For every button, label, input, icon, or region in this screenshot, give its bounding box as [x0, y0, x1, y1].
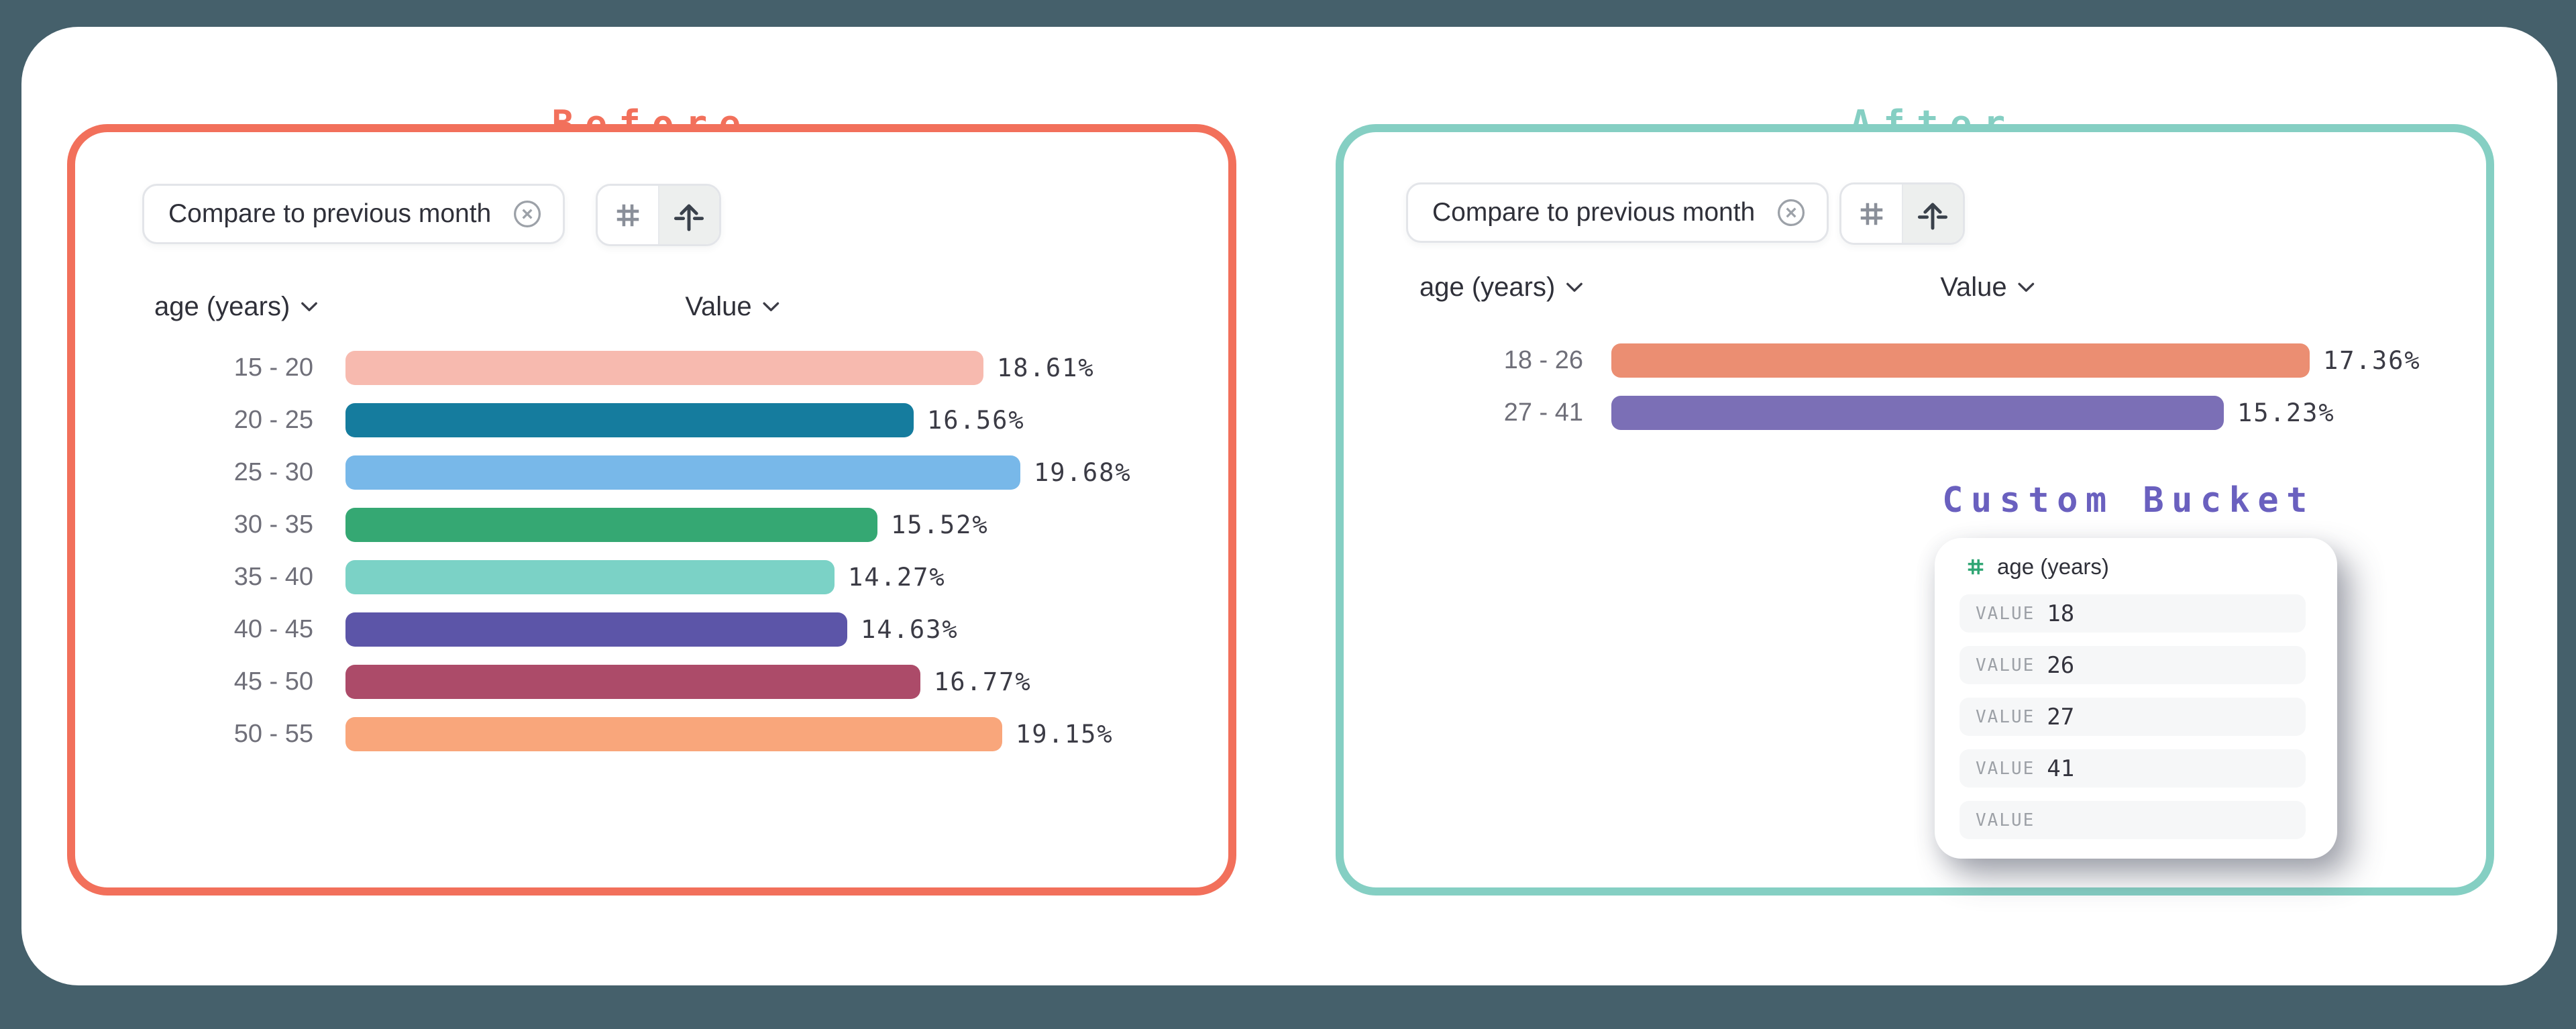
- numeric-bucket-button[interactable]: [1841, 184, 1902, 243]
- bar[interactable]: [1611, 395, 2224, 430]
- chevron-down-icon: [763, 302, 780, 312]
- value-column-label: Value: [685, 292, 752, 321]
- bar-row: 15 - 20 18.61%: [154, 341, 1132, 394]
- remove-filter-icon[interactable]: [1776, 197, 1807, 228]
- bar-row: 45 - 50 16.77%: [154, 655, 1132, 708]
- bucket-row-value: 41: [2047, 755, 2075, 782]
- bar-value-label: 17.36%: [2323, 345, 2421, 375]
- filter-chip-label: Compare to previous month: [1432, 198, 1756, 227]
- bar-category-label: 18 - 26: [1503, 345, 1583, 374]
- before-panel: Compare to previous month: [67, 124, 1236, 896]
- chevron-down-icon: [301, 302, 318, 312]
- bucket-row-field-label: VALUE: [1976, 706, 2035, 727]
- bucket-field-header: age (years): [1964, 554, 2109, 580]
- bar-category-label: 27 - 41: [1503, 398, 1583, 427]
- bar[interactable]: [1611, 343, 2310, 378]
- bar-category-label: 50 - 55: [233, 719, 313, 748]
- bar-category-label: 35 - 40: [233, 562, 313, 591]
- bar-value-label: 18.61%: [997, 353, 1095, 382]
- category-column-label: age (years): [1419, 272, 1556, 302]
- bar-value-label: 16.77%: [934, 667, 1032, 696]
- bar-row: 25 - 30 19.68%: [154, 446, 1132, 498]
- hash-icon: [1964, 555, 1988, 579]
- before-bar-chart: 15 - 20 18.61% 20 - 25 16.56% 25 - 30 19.68% 3…: [154, 341, 1132, 760]
- chart-toolbar: [1839, 182, 1965, 245]
- bar[interactable]: [345, 612, 847, 647]
- swap-axis-button[interactable]: [657, 186, 719, 244]
- filter-chip-label: Compare to previous month: [168, 199, 492, 228]
- bar-value-label: 19.68%: [1034, 457, 1132, 487]
- filter-chip[interactable]: Compare to previous month: [1406, 182, 1829, 243]
- bar-value-label: 14.27%: [848, 562, 946, 592]
- axis-arrow-icon: [670, 197, 708, 234]
- bucket-value-row[interactable]: VALUE 27: [1960, 698, 2306, 736]
- bar-value-label: 14.63%: [861, 614, 959, 644]
- bar-value-label: 15.23%: [2237, 398, 2335, 427]
- bucket-row-value: 18: [2047, 600, 2075, 627]
- bar[interactable]: [345, 507, 877, 542]
- bar-row: 50 - 55 19.15%: [154, 708, 1132, 760]
- after-panel: Compare to previous month: [1336, 124, 2494, 896]
- bar-category-label: 40 - 45: [233, 614, 313, 643]
- numeric-bucket-button[interactable]: [598, 186, 658, 244]
- category-column-header[interactable]: age (years): [154, 288, 318, 325]
- hash-icon: [610, 198, 645, 233]
- bar-row: 30 - 35 15.52%: [154, 498, 1132, 551]
- bar[interactable]: [345, 664, 920, 699]
- bucket-field-label: age (years): [1997, 554, 2109, 579]
- value-column-header[interactable]: Value: [1940, 269, 2035, 305]
- chevron-down-icon: [2018, 282, 2035, 292]
- remove-filter-icon[interactable]: [512, 199, 543, 229]
- bar-category-label: 25 - 30: [233, 457, 313, 486]
- chevron-down-icon: [1566, 282, 1583, 292]
- chart-toolbar: [596, 184, 721, 246]
- bar[interactable]: [345, 350, 983, 385]
- bar-row: 40 - 45 14.63%: [154, 603, 1132, 655]
- bucket-value-row[interactable]: VALUE 41: [1960, 749, 2306, 788]
- bar-value-label: 15.52%: [891, 510, 989, 539]
- bucket-value-row[interactable]: VALUE: [1960, 801, 2306, 839]
- bar[interactable]: [345, 716, 1002, 751]
- bucket-value-row[interactable]: VALUE 26: [1960, 646, 2306, 684]
- bar-value-label: 16.56%: [927, 405, 1025, 435]
- bucket-row-value: 26: [2047, 651, 2075, 679]
- bar-row: 27 - 41 15.23%: [1419, 386, 2421, 439]
- bucket-value-list: VALUE 18 VALUE 26 VALUE 27 VALUE 41 VALUE: [1960, 594, 2306, 853]
- bar-category-label: 30 - 35: [233, 510, 313, 539]
- bar-category-label: 20 - 25: [233, 405, 313, 434]
- bar[interactable]: [345, 455, 1020, 490]
- bar-value-label: 19.15%: [1016, 719, 1114, 749]
- hash-icon: [1854, 197, 1889, 231]
- value-column-label: Value: [1940, 272, 2007, 302]
- bar-row: 35 - 40 14.27%: [154, 551, 1132, 603]
- axis-arrow-icon: [1914, 195, 1951, 233]
- bucket-row-field-label: VALUE: [1976, 603, 2035, 624]
- value-column-header[interactable]: Value: [685, 288, 780, 325]
- bucket-row-field-label: VALUE: [1976, 810, 2035, 830]
- bucket-row-value: 27: [2047, 703, 2075, 730]
- bar[interactable]: [345, 559, 835, 594]
- bucket-value-row[interactable]: VALUE 18: [1960, 594, 2306, 633]
- custom-bucket-card: age (years) VALUE 18 VALUE 26 VALUE 27 VALUE 41…: [1935, 538, 2337, 859]
- bar-category-label: 45 - 50: [233, 667, 313, 696]
- category-column-label: age (years): [154, 292, 290, 321]
- custom-bucket-title: Custom Bucket: [1942, 480, 2315, 521]
- bar-category-label: 15 - 20: [233, 353, 313, 382]
- after-bar-chart: 18 - 26 17.36% 27 - 41 15.23%: [1419, 334, 2421, 439]
- filter-chip[interactable]: Compare to previous month: [142, 184, 565, 244]
- bucket-row-field-label: VALUE: [1976, 655, 2035, 675]
- bar-row: 18 - 26 17.36%: [1419, 334, 2421, 386]
- main-card: Before Compare to previous month: [21, 27, 2557, 985]
- bar-row: 20 - 25 16.56%: [154, 394, 1132, 446]
- bucket-row-field-label: VALUE: [1976, 758, 2035, 779]
- category-column-header[interactable]: age (years): [1419, 269, 1583, 305]
- bar[interactable]: [345, 402, 914, 437]
- swap-axis-button[interactable]: [1901, 184, 1963, 243]
